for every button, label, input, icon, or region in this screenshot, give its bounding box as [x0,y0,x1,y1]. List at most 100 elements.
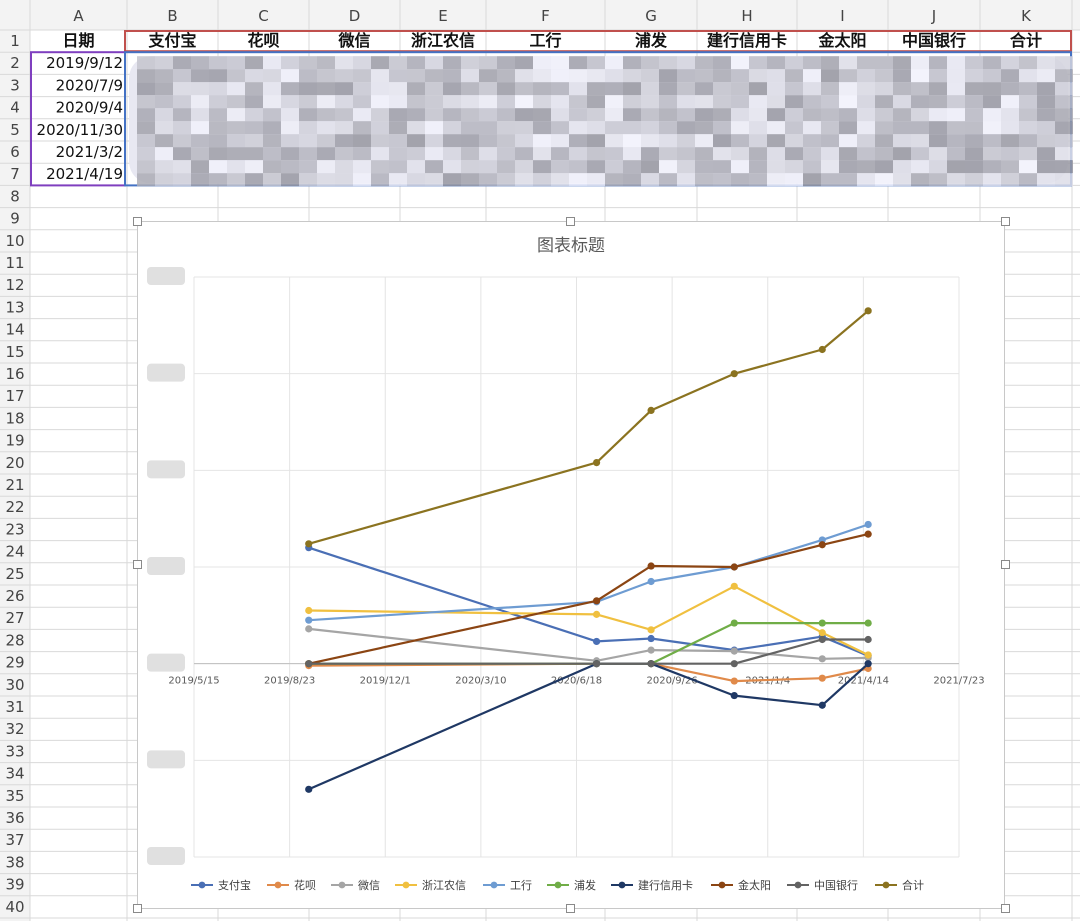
row-header-10[interactable]: 10 [5,232,24,250]
column-header-F[interactable]: F [541,7,550,25]
row-header-23[interactable]: 23 [5,520,24,538]
row-header-37[interactable]: 37 [5,831,24,849]
legend-label-支付宝: 支付宝 [218,878,251,892]
row-header-18[interactable]: 18 [5,409,24,427]
row-header-28[interactable]: 28 [5,631,24,649]
blurred-value-pixel [569,56,587,70]
row-header-4[interactable]: 4 [10,99,20,117]
date-cell[interactable]: 2020/11/30 [37,121,123,139]
row-header-27[interactable]: 27 [5,609,24,627]
chart-resize-handle-sw[interactable] [133,904,142,913]
column-header-B[interactable]: B [167,7,177,25]
blurred-value-pixel [947,69,965,83]
blurred-value-pixel [191,147,209,161]
row-header-14[interactable]: 14 [5,321,24,339]
blurred-value-pixel [299,134,317,148]
column-header-G[interactable]: G [645,7,657,25]
row-header-24[interactable]: 24 [5,543,24,561]
blurred-value-pixel [839,121,857,135]
row-header-26[interactable]: 26 [5,587,24,605]
column-header-A[interactable]: A [73,7,84,25]
row-header-15[interactable]: 15 [5,343,24,361]
date-cell[interactable]: 2019/9/12 [46,54,123,72]
header-cell[interactable]: 微信 [337,31,370,50]
header-cell[interactable]: 日期 [62,31,94,50]
row-header-29[interactable]: 29 [5,654,24,672]
column-header-H[interactable]: H [741,7,752,25]
column-header-C[interactable]: C [258,7,268,25]
row-header-2[interactable]: 2 [10,54,20,72]
blurred-value-pixel [335,95,353,109]
chart-resize-handle-w[interactable] [133,560,142,569]
header-cell[interactable]: 中国银行 [902,31,966,50]
data-point-工行 [647,577,655,586]
row-header-12[interactable]: 12 [5,276,24,294]
blurred-value-pixel [767,108,785,122]
row-header-25[interactable]: 25 [5,565,24,583]
row-header-5[interactable]: 5 [10,121,20,139]
column-header-D[interactable]: D [349,7,361,25]
row-header-1[interactable]: 1 [10,32,20,50]
row-header-11[interactable]: 11 [5,254,24,272]
data-point-浙江农信 [818,629,826,637]
data-point-中国银行 [592,660,601,668]
row-header-40[interactable]: 40 [5,898,24,916]
header-cell[interactable]: 浙江农信 [411,31,475,50]
blurred-value-pixel [533,173,551,187]
blurred-value-pixel [731,134,749,148]
row-header-36[interactable]: 36 [5,809,24,827]
header-cell[interactable]: 金太阳 [817,31,866,50]
row-header-21[interactable]: 21 [5,476,24,494]
row-header-6[interactable]: 6 [10,143,20,161]
row-header-39[interactable]: 39 [5,876,24,894]
row-header-33[interactable]: 33 [5,742,24,760]
header-cell[interactable]: 浦发 [635,31,668,50]
blurred-value-pixel [533,121,551,135]
header-cell[interactable]: 花呗 [247,31,279,50]
blurred-value-pixel [191,173,209,187]
chart-resize-handle-se[interactable] [1001,904,1010,913]
row-header-13[interactable]: 13 [5,298,24,316]
header-cell[interactable]: 合计 [1010,31,1042,50]
row-header-9[interactable]: 9 [10,210,20,228]
row-header-20[interactable]: 20 [5,454,24,472]
blurred-value-pixel [389,134,407,148]
row-header-8[interactable]: 8 [10,187,20,205]
header-cell[interactable]: 支付宝 [147,31,196,50]
column-header-I[interactable]: I [840,7,844,25]
row-header-31[interactable]: 31 [5,698,24,716]
row-header-7[interactable]: 7 [10,165,20,183]
row-header-19[interactable]: 19 [5,432,24,450]
row-header-35[interactable]: 35 [5,787,24,805]
row-header-3[interactable]: 3 [10,76,20,94]
row-header-16[interactable]: 16 [5,365,24,383]
date-cell[interactable]: 2021/3/2 [56,143,123,161]
chart-resize-handle-nw[interactable] [133,217,142,226]
row-header-32[interactable]: 32 [5,720,24,738]
row-header-34[interactable]: 34 [5,765,24,783]
row-header-30[interactable]: 30 [5,676,24,694]
blurred-value-pixel [263,173,281,187]
header-cell[interactable]: 工行 [529,31,561,50]
chart-resize-handle-n[interactable] [566,217,575,226]
chart-resize-handle-s[interactable] [566,904,575,913]
date-cell[interactable]: 2020/7/9 [56,76,123,94]
chart-resize-handle-e[interactable] [1001,560,1010,569]
row-header-22[interactable]: 22 [5,498,24,516]
date-cell[interactable]: 2020/9/4 [56,99,123,117]
y-tick-label-blurred [147,847,185,865]
blurred-value-pixel [803,147,821,161]
blurred-value-pixel [839,69,857,83]
date-cell[interactable]: 2021/4/19 [46,165,123,183]
blurred-value-pixel [263,95,281,109]
series-line-金太阳 [308,533,869,665]
chart-resize-handle-ne[interactable] [1001,217,1010,226]
row-header-38[interactable]: 38 [5,853,24,871]
header-cell[interactable]: 建行信用卡 [707,31,787,50]
column-header-E[interactable]: E [438,7,447,25]
blurred-value-pixel [263,134,281,148]
row-header-17[interactable]: 17 [5,387,24,405]
column-header-K[interactable]: K [1021,7,1032,25]
chart-panel[interactable] [137,221,1005,909]
column-header-J[interactable]: J [931,7,936,25]
